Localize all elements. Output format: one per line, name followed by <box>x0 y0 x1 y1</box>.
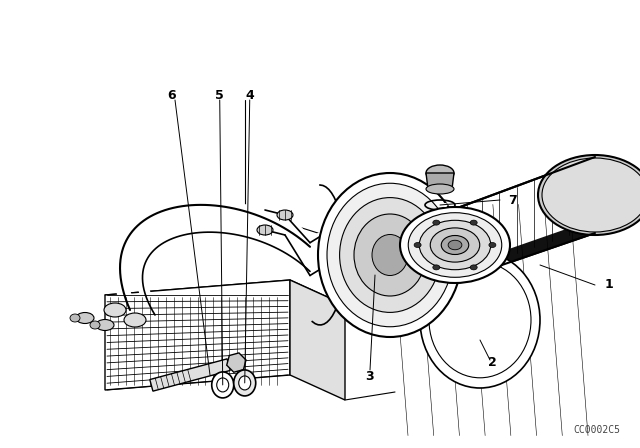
Ellipse shape <box>257 225 273 235</box>
Ellipse shape <box>489 242 496 247</box>
Ellipse shape <box>96 319 114 331</box>
Ellipse shape <box>234 370 256 396</box>
Ellipse shape <box>542 158 640 232</box>
Text: 2: 2 <box>488 356 497 369</box>
Ellipse shape <box>538 155 640 235</box>
Ellipse shape <box>433 220 440 225</box>
Polygon shape <box>426 173 454 189</box>
Ellipse shape <box>277 210 293 220</box>
Ellipse shape <box>70 314 80 322</box>
Text: 5: 5 <box>215 89 224 102</box>
Ellipse shape <box>76 313 94 323</box>
Text: 7: 7 <box>508 194 516 207</box>
Polygon shape <box>150 359 230 391</box>
Ellipse shape <box>104 303 126 317</box>
Polygon shape <box>455 157 595 281</box>
Ellipse shape <box>431 215 449 220</box>
Ellipse shape <box>426 184 454 194</box>
Polygon shape <box>455 219 595 281</box>
Ellipse shape <box>442 203 447 207</box>
Ellipse shape <box>470 220 477 225</box>
Ellipse shape <box>430 228 480 262</box>
Ellipse shape <box>414 242 421 247</box>
Ellipse shape <box>448 240 462 250</box>
Polygon shape <box>290 280 345 400</box>
Ellipse shape <box>318 173 462 337</box>
Ellipse shape <box>420 252 540 388</box>
Text: 1: 1 <box>605 279 614 292</box>
Ellipse shape <box>217 378 228 392</box>
Polygon shape <box>105 280 345 320</box>
Ellipse shape <box>441 236 468 254</box>
Ellipse shape <box>124 313 146 327</box>
Ellipse shape <box>372 234 408 276</box>
Ellipse shape <box>212 372 234 398</box>
Ellipse shape <box>90 321 100 329</box>
Ellipse shape <box>419 220 491 270</box>
Ellipse shape <box>470 265 477 270</box>
Text: 4: 4 <box>245 89 254 102</box>
Ellipse shape <box>239 376 251 390</box>
Ellipse shape <box>354 214 426 296</box>
Ellipse shape <box>408 213 502 277</box>
Polygon shape <box>105 280 290 390</box>
Ellipse shape <box>327 183 453 327</box>
Text: 6: 6 <box>168 89 176 102</box>
Ellipse shape <box>429 262 531 378</box>
Ellipse shape <box>400 207 510 283</box>
Text: CC0002C5: CC0002C5 <box>573 425 620 435</box>
Polygon shape <box>227 353 246 372</box>
Ellipse shape <box>426 165 454 181</box>
Ellipse shape <box>424 212 456 222</box>
Ellipse shape <box>340 198 440 312</box>
Ellipse shape <box>433 265 440 270</box>
Text: 3: 3 <box>365 370 374 383</box>
